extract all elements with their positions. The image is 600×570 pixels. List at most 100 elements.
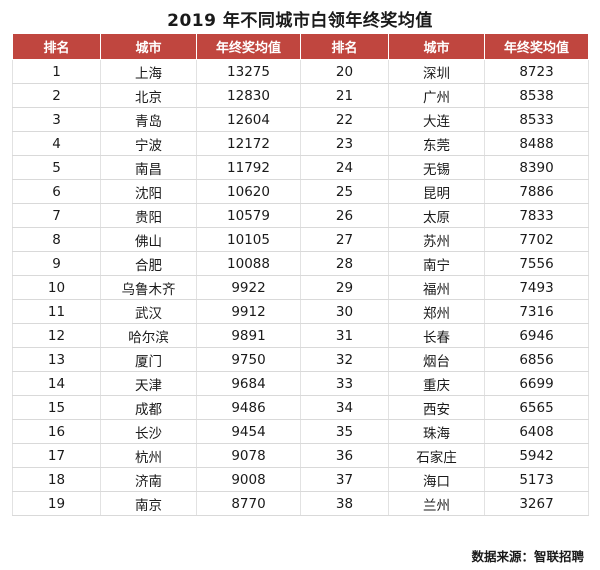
bonus-cell: 5942: [484, 443, 589, 468]
city-cell: 南宁: [388, 251, 485, 276]
header-rank: 排名: [300, 33, 389, 60]
bonus-cell: 6565: [484, 395, 589, 420]
city-cell: 南京: [100, 491, 197, 516]
bonus-cell: 6946: [484, 323, 589, 348]
bonus-cell: 8488: [484, 131, 589, 156]
rank-cell: 5: [12, 155, 101, 180]
city-cell: 东莞: [388, 131, 485, 156]
rank-cell: 6: [12, 179, 101, 204]
bonus-cell: 6856: [484, 347, 589, 372]
bonus-cell: 10105: [196, 227, 301, 252]
city-cell: 天津: [100, 371, 197, 396]
bonus-cell: 10088: [196, 251, 301, 276]
rank-cell: 11: [12, 299, 101, 324]
city-cell: 北京: [100, 83, 197, 108]
bonus-cell: 7886: [484, 179, 589, 204]
rank-cell: 22: [300, 107, 389, 132]
bonus-cell: 5173: [484, 467, 589, 492]
rank-cell: 20: [300, 59, 389, 84]
bonus-cell: 13275: [196, 59, 301, 84]
city-cell: 重庆: [388, 371, 485, 396]
header-city: 城市: [100, 33, 197, 60]
header-rank: 排名: [12, 33, 101, 60]
table-row: 2 北京 12830 21 广州 8538: [12, 83, 589, 108]
city-cell: 乌鲁木齐: [100, 275, 197, 300]
data-source-note: 数据来源：智联招聘: [471, 549, 584, 564]
city-cell: 广州: [388, 83, 485, 108]
bonus-cell: 9922: [196, 275, 301, 300]
bonus-cell: 7316: [484, 299, 589, 324]
rank-cell: 30: [300, 299, 389, 324]
table-row: 18 济南 9008 37 海口 5173: [12, 467, 589, 492]
rank-cell: 23: [300, 131, 389, 156]
bonus-cell: 8770: [196, 491, 301, 516]
city-cell: 上海: [100, 59, 197, 84]
bonus-cell: 3267: [484, 491, 589, 516]
table-row: 19 南京 8770 38 兰州 3267: [12, 491, 589, 516]
rank-cell: 9: [12, 251, 101, 276]
city-cell: 济南: [100, 467, 197, 492]
city-cell: 深圳: [388, 59, 485, 84]
rank-cell: 27: [300, 227, 389, 252]
table-header-row: 排名 城市 年终奖均值 排名 城市 年终奖均值: [12, 33, 589, 60]
city-cell: 贵阳: [100, 203, 197, 228]
city-cell: 杭州: [100, 443, 197, 468]
rank-cell: 25: [300, 179, 389, 204]
rank-cell: 3: [12, 107, 101, 132]
bonus-cell: 8533: [484, 107, 589, 132]
bonus-cell: 7493: [484, 275, 589, 300]
bonus-cell: 8390: [484, 155, 589, 180]
city-cell: 大连: [388, 107, 485, 132]
city-cell: 哈尔滨: [100, 323, 197, 348]
city-cell: 石家庄: [388, 443, 485, 468]
bonus-cell: 7702: [484, 227, 589, 252]
bonus-cell: 12604: [196, 107, 301, 132]
rank-cell: 8: [12, 227, 101, 252]
bonus-cell: 10579: [196, 203, 301, 228]
page-title: 2019 年不同城市白领年终奖均值: [167, 11, 433, 31]
rank-cell: 7: [12, 203, 101, 228]
bonus-cell: 9008: [196, 467, 301, 492]
rank-cell: 36: [300, 443, 389, 468]
rank-cell: 2: [12, 83, 101, 108]
header-city: 城市: [388, 33, 485, 60]
table-row: 10 乌鲁木齐 9922 29 福州 7493: [12, 275, 589, 300]
city-cell: 太原: [388, 203, 485, 228]
city-cell: 宁波: [100, 131, 197, 156]
city-cell: 郑州: [388, 299, 485, 324]
table-row: 9 合肥 10088 28 南宁 7556: [12, 251, 589, 276]
city-cell: 苏州: [388, 227, 485, 252]
bonus-cell: 9891: [196, 323, 301, 348]
city-cell: 烟台: [388, 347, 485, 372]
city-cell: 厦门: [100, 347, 197, 372]
bonus-cell: 8723: [484, 59, 589, 84]
bonus-cell: 9912: [196, 299, 301, 324]
table-row: 11 武汉 9912 30 郑州 7316: [12, 299, 589, 324]
rank-cell: 29: [300, 275, 389, 300]
rank-cell: 26: [300, 203, 389, 228]
rank-cell: 24: [300, 155, 389, 180]
rank-cell: 1: [12, 59, 101, 84]
header-bonus: 年终奖均值: [196, 33, 301, 60]
bonus-cell: 9750: [196, 347, 301, 372]
rank-cell: 16: [12, 419, 101, 444]
city-cell: 合肥: [100, 251, 197, 276]
city-cell: 兰州: [388, 491, 485, 516]
city-cell: 昆明: [388, 179, 485, 204]
rank-cell: 19: [12, 491, 101, 516]
city-cell: 成都: [100, 395, 197, 420]
bonus-cell: 7833: [484, 203, 589, 228]
city-cell: 佛山: [100, 227, 197, 252]
bonus-cell: 6699: [484, 371, 589, 396]
table-row: 7 贵阳 10579 26 太原 7833: [12, 203, 589, 228]
bonus-cell: 9454: [196, 419, 301, 444]
city-cell: 青岛: [100, 107, 197, 132]
bonus-cell: 10620: [196, 179, 301, 204]
city-cell: 沈阳: [100, 179, 197, 204]
table-body: 1 上海 13275 20 深圳 8723 2 北京 12830 21 广州 8538 3 青岛 12604…: [12, 59, 589, 516]
rank-cell: 37: [300, 467, 389, 492]
rank-cell: 14: [12, 371, 101, 396]
city-cell: 长春: [388, 323, 485, 348]
table-row: 17 杭州 9078 36 石家庄 5942: [12, 443, 589, 468]
table-row: 1 上海 13275 20 深圳 8723: [12, 59, 589, 84]
